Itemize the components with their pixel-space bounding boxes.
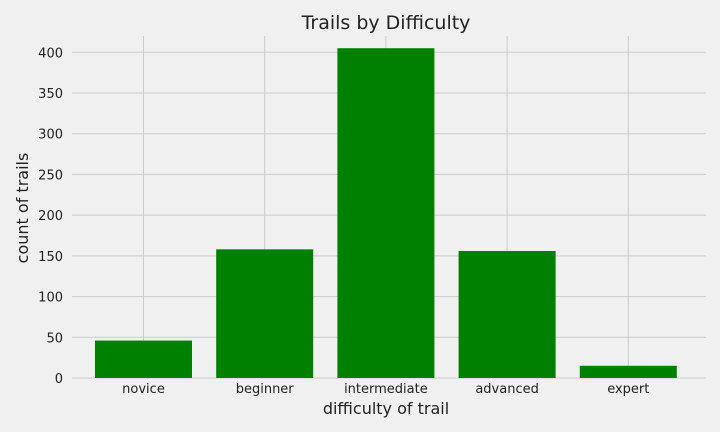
bar-advanced	[458, 250, 556, 378]
y-tick-label: 200	[38, 209, 63, 224]
x-tick-label-advanced: advanced	[475, 382, 539, 397]
x-tick-labels: novice beginner intermediate advanced expert	[122, 382, 649, 397]
x-tick-label-expert: expert	[607, 382, 649, 397]
x-axis-label: difficulty of trail	[323, 399, 449, 418]
y-tick-labels: 0 50 100 150 200 250 300 350 400	[38, 46, 63, 387]
bars	[95, 48, 677, 378]
y-tick-label: 400	[38, 46, 63, 61]
y-axis-label: count of trails	[13, 153, 32, 264]
bar-novice	[95, 340, 192, 378]
y-tick-label: 0	[55, 372, 63, 387]
y-tick-label: 50	[46, 331, 63, 346]
bar-intermediate	[337, 48, 435, 378]
x-tick-label-novice: novice	[122, 382, 165, 397]
y-tick-label: 100	[38, 291, 63, 306]
chart-title: Trails by Difficulty	[301, 12, 471, 34]
y-tick-label: 150	[38, 250, 63, 265]
bar-beginner	[216, 249, 314, 378]
x-tick-label-intermediate: intermediate	[344, 382, 428, 397]
bar-expert	[579, 365, 677, 378]
y-tick-label: 250	[38, 168, 63, 183]
y-tick-label: 300	[38, 128, 63, 143]
x-tick-label-beginner: beginner	[236, 382, 295, 397]
y-tick-label: 350	[38, 87, 63, 102]
